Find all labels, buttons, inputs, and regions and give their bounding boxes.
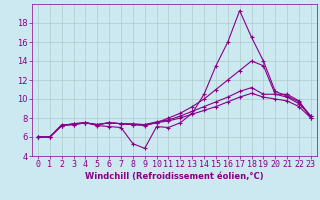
X-axis label: Windchill (Refroidissement éolien,°C): Windchill (Refroidissement éolien,°C) [85,172,264,181]
